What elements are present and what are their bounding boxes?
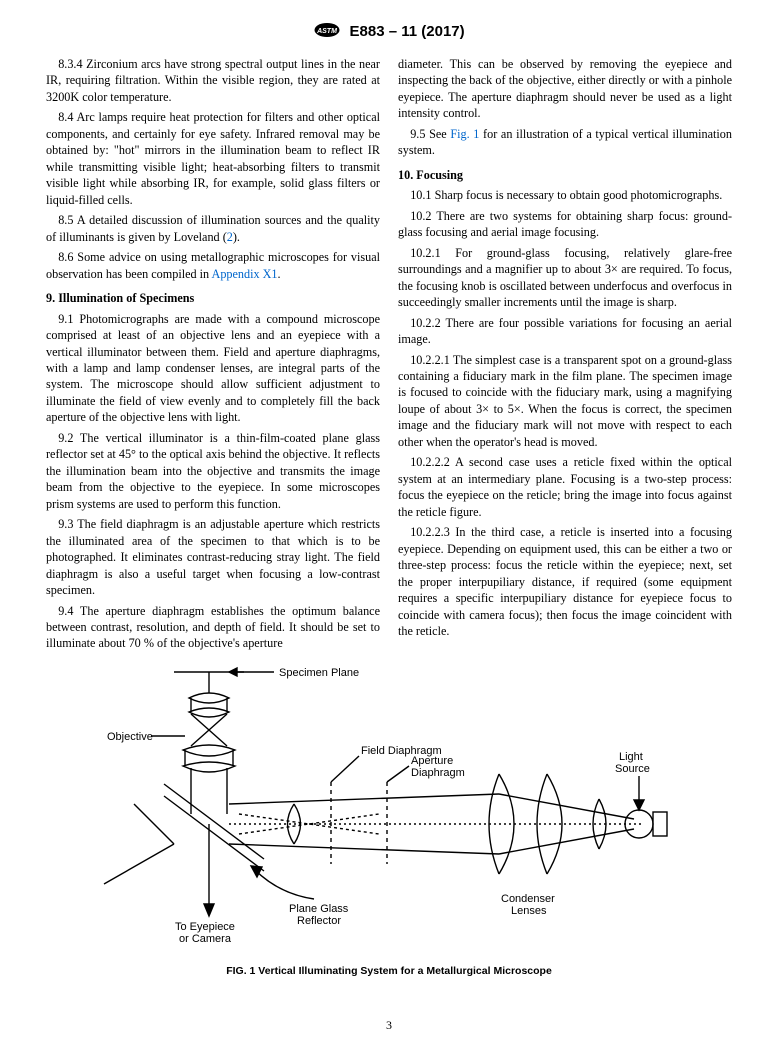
para-9-4-cont: diameter. This can be observed by removi… — [398, 56, 732, 122]
para-10-2-1: 10.2.1 For ground-glass focusing, relati… — [398, 245, 732, 311]
label-plane-l2: Reflector — [297, 915, 341, 927]
astm-logo-icon: ASTM — [313, 22, 341, 42]
label-condenser-l1: Condenser — [501, 893, 555, 905]
para-10-2: 10.2 There are two systems for obtaining… — [398, 208, 732, 241]
para-9-4: 9.4 The aperture diaphragm establishes t… — [46, 603, 380, 652]
designation-text: E883 – 11 (2017) — [350, 23, 465, 40]
ref-appendix-x1[interactable]: Appendix X1 — [212, 267, 278, 281]
page-number: 3 — [0, 1018, 778, 1033]
svg-text:ASTM: ASTM — [316, 28, 337, 35]
para-8-6: 8.6 Some advice on using metallographic … — [46, 249, 380, 282]
para-10-2-2: 10.2.2 There are four possible variation… — [398, 315, 732, 348]
para-9-2: 9.2 The vertical illuminator is a thin-f… — [46, 430, 380, 512]
label-light-l1: Light — [619, 751, 643, 763]
label-aperture-l1: Aperture — [411, 755, 453, 767]
para-10-1: 10.1 Sharp focus is necessary to obtain … — [398, 187, 732, 203]
para-8-3-4: 8.3.4 Zirconium arcs have strong spectra… — [46, 56, 380, 105]
para-9-3: 9.3 The field diaphragm is an adjustable… — [46, 516, 380, 598]
label-objective: Objective — [107, 731, 153, 743]
text: 8.5 A detailed discussion of illuminatio… — [46, 213, 380, 243]
para-9-1: 9.1 Photomicrographs are made with a com… — [46, 311, 380, 426]
label-plane-l1: Plane Glass — [289, 903, 349, 915]
label-eyepiece-l1: To Eyepiece — [175, 921, 235, 933]
page-header: ASTM E883 – 11 (2017) — [46, 22, 732, 42]
para-9-5: 9.5 See Fig. 1 for an illustration of a … — [398, 126, 732, 159]
para-8-5: 8.5 A detailed discussion of illuminatio… — [46, 212, 380, 245]
body-columns: 8.3.4 Zirconium arcs have strong spectra… — [46, 56, 732, 654]
ref-fig-1[interactable]: Fig. 1 — [450, 127, 479, 141]
text: 9.5 See — [410, 127, 450, 141]
para-10-2-2-1: 10.2.2.1 The simplest case is a transpar… — [398, 352, 732, 451]
label-condenser-l2: Lenses — [511, 905, 547, 917]
heading-9: 9. Illumination of Specimens — [46, 290, 380, 306]
text: . — [278, 267, 281, 281]
heading-10: 10. Focusing — [398, 167, 732, 183]
para-10-2-2-2: 10.2.2.2 A second case uses a reticle fi… — [398, 454, 732, 520]
text: ). — [233, 230, 240, 244]
label-eyepiece-l2: or Camera — [179, 933, 232, 945]
figure-caption: FIG. 1 Vertical Illuminating System for … — [46, 965, 732, 977]
label-specimen: Specimen Plane — [279, 667, 359, 679]
figure-1-svg: Specimen Plane Objective Field Diaphragm… — [79, 664, 699, 954]
label-light-l2: Source — [615, 763, 650, 775]
para-10-2-2-3: 10.2.2.3 In the third case, a reticle is… — [398, 524, 732, 639]
page: ASTM E883 – 11 (2017) 8.3.4 Zirconium ar… — [0, 0, 778, 1041]
label-aperture-l2: Diaphragm — [411, 767, 465, 779]
figure-1: Specimen Plane Objective Field Diaphragm… — [46, 664, 732, 977]
para-8-4: 8.4 Arc lamps require heat protection fo… — [46, 109, 380, 208]
